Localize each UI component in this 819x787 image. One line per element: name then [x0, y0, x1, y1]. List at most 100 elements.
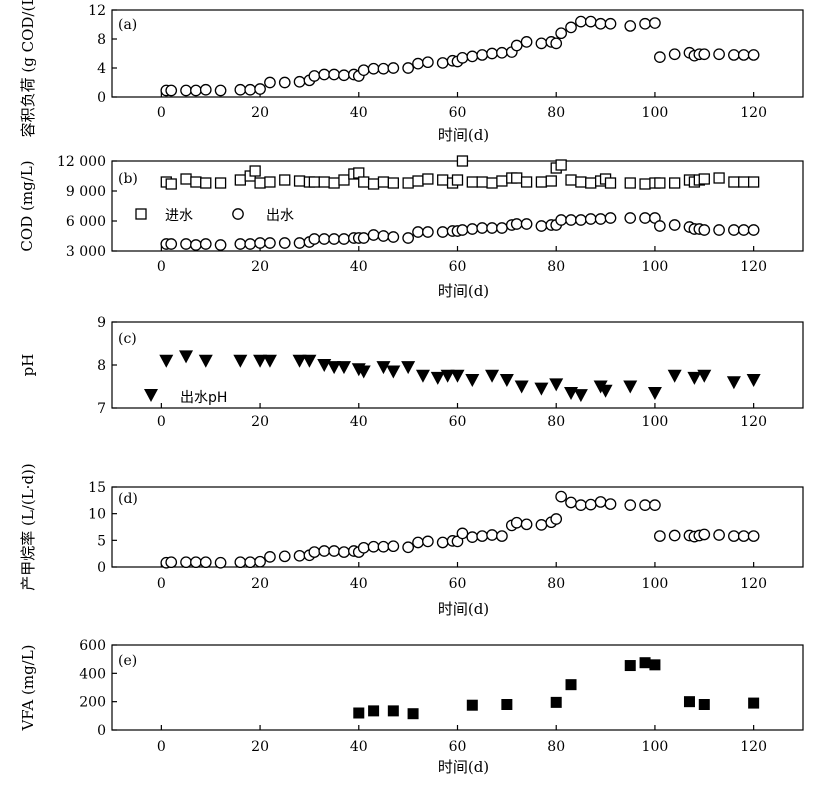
data-point — [387, 705, 399, 717]
data-point — [738, 176, 750, 188]
data-point — [254, 177, 266, 189]
data-point — [654, 51, 666, 63]
panel-e: (e) 0 200 400 600 0 20 40 60 80 100 120 时间(d) VFA (mg… — [19, 638, 804, 776]
data-point — [135, 208, 147, 220]
y-tick-label: 7 — [97, 401, 106, 417]
data-point — [190, 239, 202, 251]
data-point — [199, 556, 212, 569]
data-point — [357, 232, 370, 244]
y-axis-title: VFA (mg/L) — [19, 644, 37, 731]
data-point — [165, 178, 177, 190]
y-tick-label: 0 — [97, 723, 106, 739]
data-point — [564, 386, 579, 400]
y-tick-label: 3 000 — [66, 244, 106, 260]
data-point — [545, 175, 557, 187]
data-point — [698, 224, 711, 236]
data-point — [264, 551, 276, 563]
data-point — [338, 69, 350, 82]
x-tick-label: 80 — [547, 576, 565, 592]
data-point — [328, 68, 340, 81]
data-point — [308, 70, 321, 82]
x-tick-label: 100 — [642, 739, 669, 755]
legend-label: 进水 — [165, 208, 193, 224]
x-tick-label: 0 — [157, 259, 166, 275]
data-point — [623, 380, 638, 394]
data-point — [214, 239, 227, 251]
data-point — [466, 223, 479, 235]
data-point — [437, 174, 449, 186]
data-point — [308, 546, 321, 558]
data-point — [654, 220, 666, 232]
data-point — [550, 513, 563, 525]
x-tick-label: 120 — [740, 576, 767, 592]
data-point — [328, 177, 340, 189]
data-point — [639, 212, 651, 224]
data-point — [165, 238, 178, 250]
panel-label: (d) — [118, 491, 138, 507]
data-point — [293, 75, 306, 88]
data-point — [244, 238, 257, 250]
data-point — [604, 212, 617, 224]
data-point — [234, 238, 247, 250]
data-point — [668, 529, 681, 542]
data-point — [244, 83, 257, 96]
x-tick-label: 0 — [157, 105, 166, 121]
data-point — [422, 226, 434, 238]
x-axis-title: 时间(d) — [438, 282, 489, 300]
data-point — [728, 49, 740, 61]
data-point — [233, 354, 248, 368]
x-tick-label: 40 — [350, 576, 368, 592]
data-point — [594, 496, 607, 508]
data-point — [377, 62, 390, 75]
x-tick-label: 60 — [449, 576, 467, 592]
data-point — [737, 49, 750, 61]
data-point — [165, 556, 178, 569]
data-point — [555, 214, 568, 226]
data-point — [456, 51, 469, 64]
data-point — [308, 233, 321, 245]
x-tick-label: 80 — [547, 739, 565, 755]
x-tick-label: 100 — [642, 259, 669, 275]
x-tick-label: 60 — [449, 739, 467, 755]
data-point — [555, 27, 568, 40]
y-tick-label: 9 000 — [66, 184, 106, 200]
data-point — [367, 540, 380, 553]
data-point — [465, 374, 480, 388]
data-point — [353, 707, 365, 719]
data-point — [278, 550, 291, 563]
plot-frame — [111, 644, 804, 731]
data-point — [573, 389, 588, 403]
data-point — [422, 56, 434, 69]
data-point — [604, 17, 617, 30]
data-point — [293, 237, 306, 249]
data-point — [198, 354, 213, 368]
data-point — [387, 231, 400, 243]
data-point — [647, 386, 662, 400]
panel-label: (b) — [118, 171, 138, 187]
data-point — [550, 37, 563, 50]
data-point — [584, 213, 597, 225]
x-tick-label: 80 — [547, 259, 565, 275]
data-point — [486, 177, 498, 189]
data-point — [486, 222, 498, 234]
x-tick-label: 40 — [350, 105, 368, 121]
y-tick-label: 15 — [88, 480, 106, 496]
data-point — [649, 499, 661, 511]
data-point — [253, 354, 268, 368]
data-point — [450, 369, 465, 383]
data-point — [367, 229, 380, 241]
plot-frame — [111, 486, 804, 568]
data-point — [669, 177, 681, 189]
data-point — [367, 178, 380, 190]
data-point — [387, 540, 400, 553]
data-point — [466, 50, 479, 63]
legend-label: 出水pH — [180, 390, 227, 406]
data-point — [654, 530, 666, 542]
data-point — [550, 696, 562, 708]
data-point — [214, 177, 227, 189]
x-tick-label: 80 — [547, 105, 565, 121]
data-point — [456, 224, 469, 236]
data-point — [687, 371, 702, 385]
data-point — [683, 696, 695, 708]
x-tick-label: 40 — [350, 739, 368, 755]
